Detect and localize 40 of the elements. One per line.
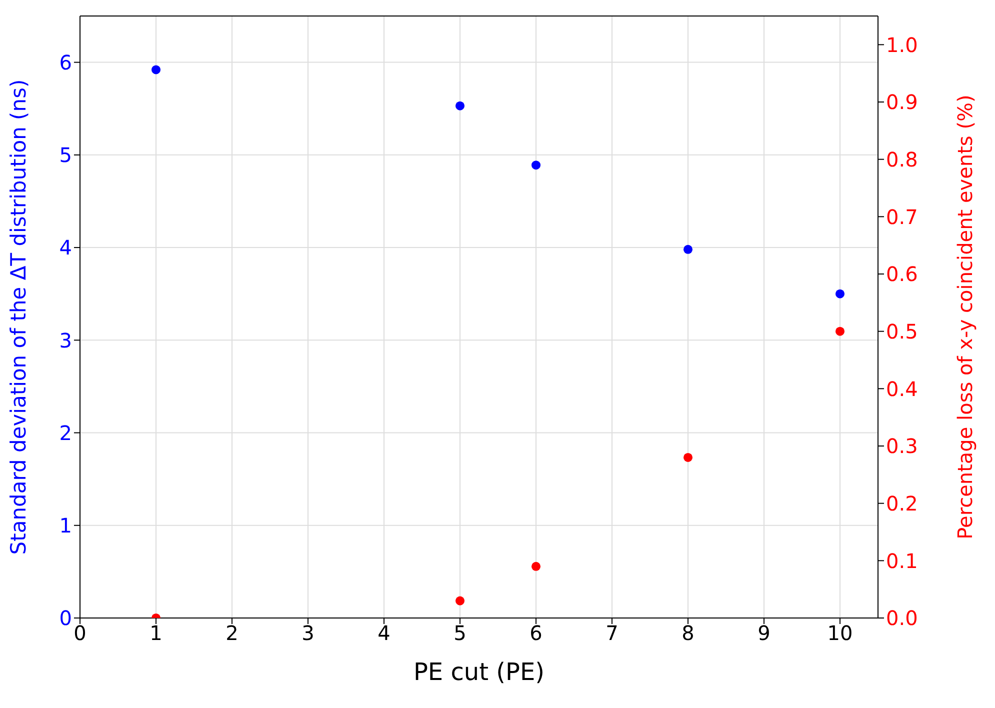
y2-tick-label: 0.3 <box>886 434 918 458</box>
x-tick-label: 2 <box>226 621 238 646</box>
y2-tick-label: 0.9 <box>886 90 918 114</box>
x-tick-label: 6 <box>530 621 542 646</box>
y2-tick-label: 0.5 <box>886 319 918 344</box>
y2-tick-label: 1.0 <box>886 32 918 57</box>
point <box>835 326 845 336</box>
y-tick-label: 3 <box>59 328 72 352</box>
x-tick-label: 3 <box>302 621 314 646</box>
x-tick-label: 9 <box>758 621 770 646</box>
y2-tick-label: 0.1 <box>886 548 918 573</box>
point <box>455 101 465 110</box>
x-tick-label: 8 <box>682 621 694 646</box>
y2-tick-label: 0.2 <box>886 491 918 516</box>
y2-tick-label: 0.8 <box>886 147 918 172</box>
y-tick-label: 1 <box>59 513 72 538</box>
point <box>531 562 541 571</box>
x-tick-label: 4 <box>378 621 390 646</box>
point <box>531 160 541 170</box>
x-tick-label: 10 <box>827 621 853 646</box>
y2-tick-label: 0.7 <box>886 204 918 229</box>
x-axis-title: PE cut (PE) <box>413 658 545 686</box>
point <box>683 244 693 254</box>
y-tick-label: 5 <box>59 143 72 168</box>
y-tick-label: 4 <box>59 236 72 260</box>
y2-tick-label: 0.0 <box>886 606 918 630</box>
y-axis-title: Standard deviation of the ΔT distribution (ns) <box>6 79 30 555</box>
x-tick-label: 1 <box>150 621 162 646</box>
y-tick-label: 0 <box>59 606 72 630</box>
point <box>151 65 161 74</box>
y2-axis-title: Percentage loss of x-y coincident events (%) <box>953 94 978 540</box>
point <box>455 596 465 606</box>
point <box>835 289 845 298</box>
x-tick-label: 7 <box>606 621 618 646</box>
y2-tick-label: 0.4 <box>886 376 918 401</box>
y2-tick-label: 0.6 <box>886 262 918 286</box>
x-tick-label: 5 <box>454 621 466 646</box>
y-tick-label: 2 <box>59 420 72 445</box>
y-tick-label: 6 <box>59 50 72 74</box>
point <box>683 452 693 462</box>
